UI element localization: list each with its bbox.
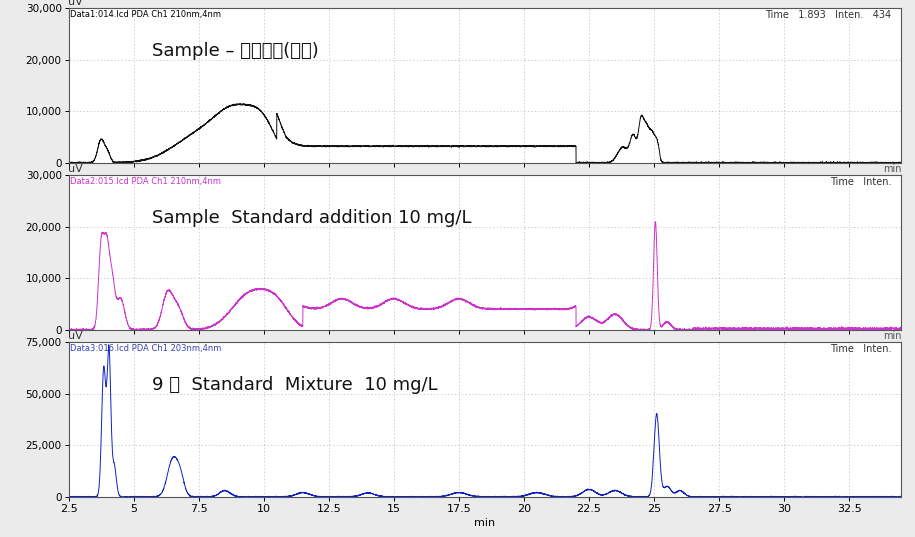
Text: uV: uV (68, 164, 82, 173)
Text: Sample – 액상시료(소주): Sample – 액상시료(소주) (152, 42, 318, 60)
X-axis label: min: min (474, 518, 496, 528)
Text: Data3:016.lcd PDA Ch1 203nm,4nm: Data3:016.lcd PDA Ch1 203nm,4nm (70, 344, 221, 353)
Text: 9 종  Standard  Mixture  10 mg/L: 9 종 Standard Mixture 10 mg/L (152, 376, 437, 394)
Text: uV: uV (68, 331, 82, 340)
Text: Time   Inten.: Time Inten. (830, 344, 891, 354)
Text: Data2:015.lcd PDA Ch1 210nm,4nm: Data2:015.lcd PDA Ch1 210nm,4nm (70, 177, 221, 186)
Text: Time   Inten.: Time Inten. (830, 177, 891, 187)
Text: min: min (883, 164, 901, 174)
Text: Data1:014.lcd PDA Ch1 210nm,4nm: Data1:014.lcd PDA Ch1 210nm,4nm (70, 10, 221, 19)
Text: uV: uV (68, 0, 82, 6)
Text: Time   1.893   Inten.   434: Time 1.893 Inten. 434 (765, 10, 891, 20)
Text: min: min (883, 331, 901, 341)
Text: Sample  Standard addition 10 mg/L: Sample Standard addition 10 mg/L (152, 209, 471, 227)
